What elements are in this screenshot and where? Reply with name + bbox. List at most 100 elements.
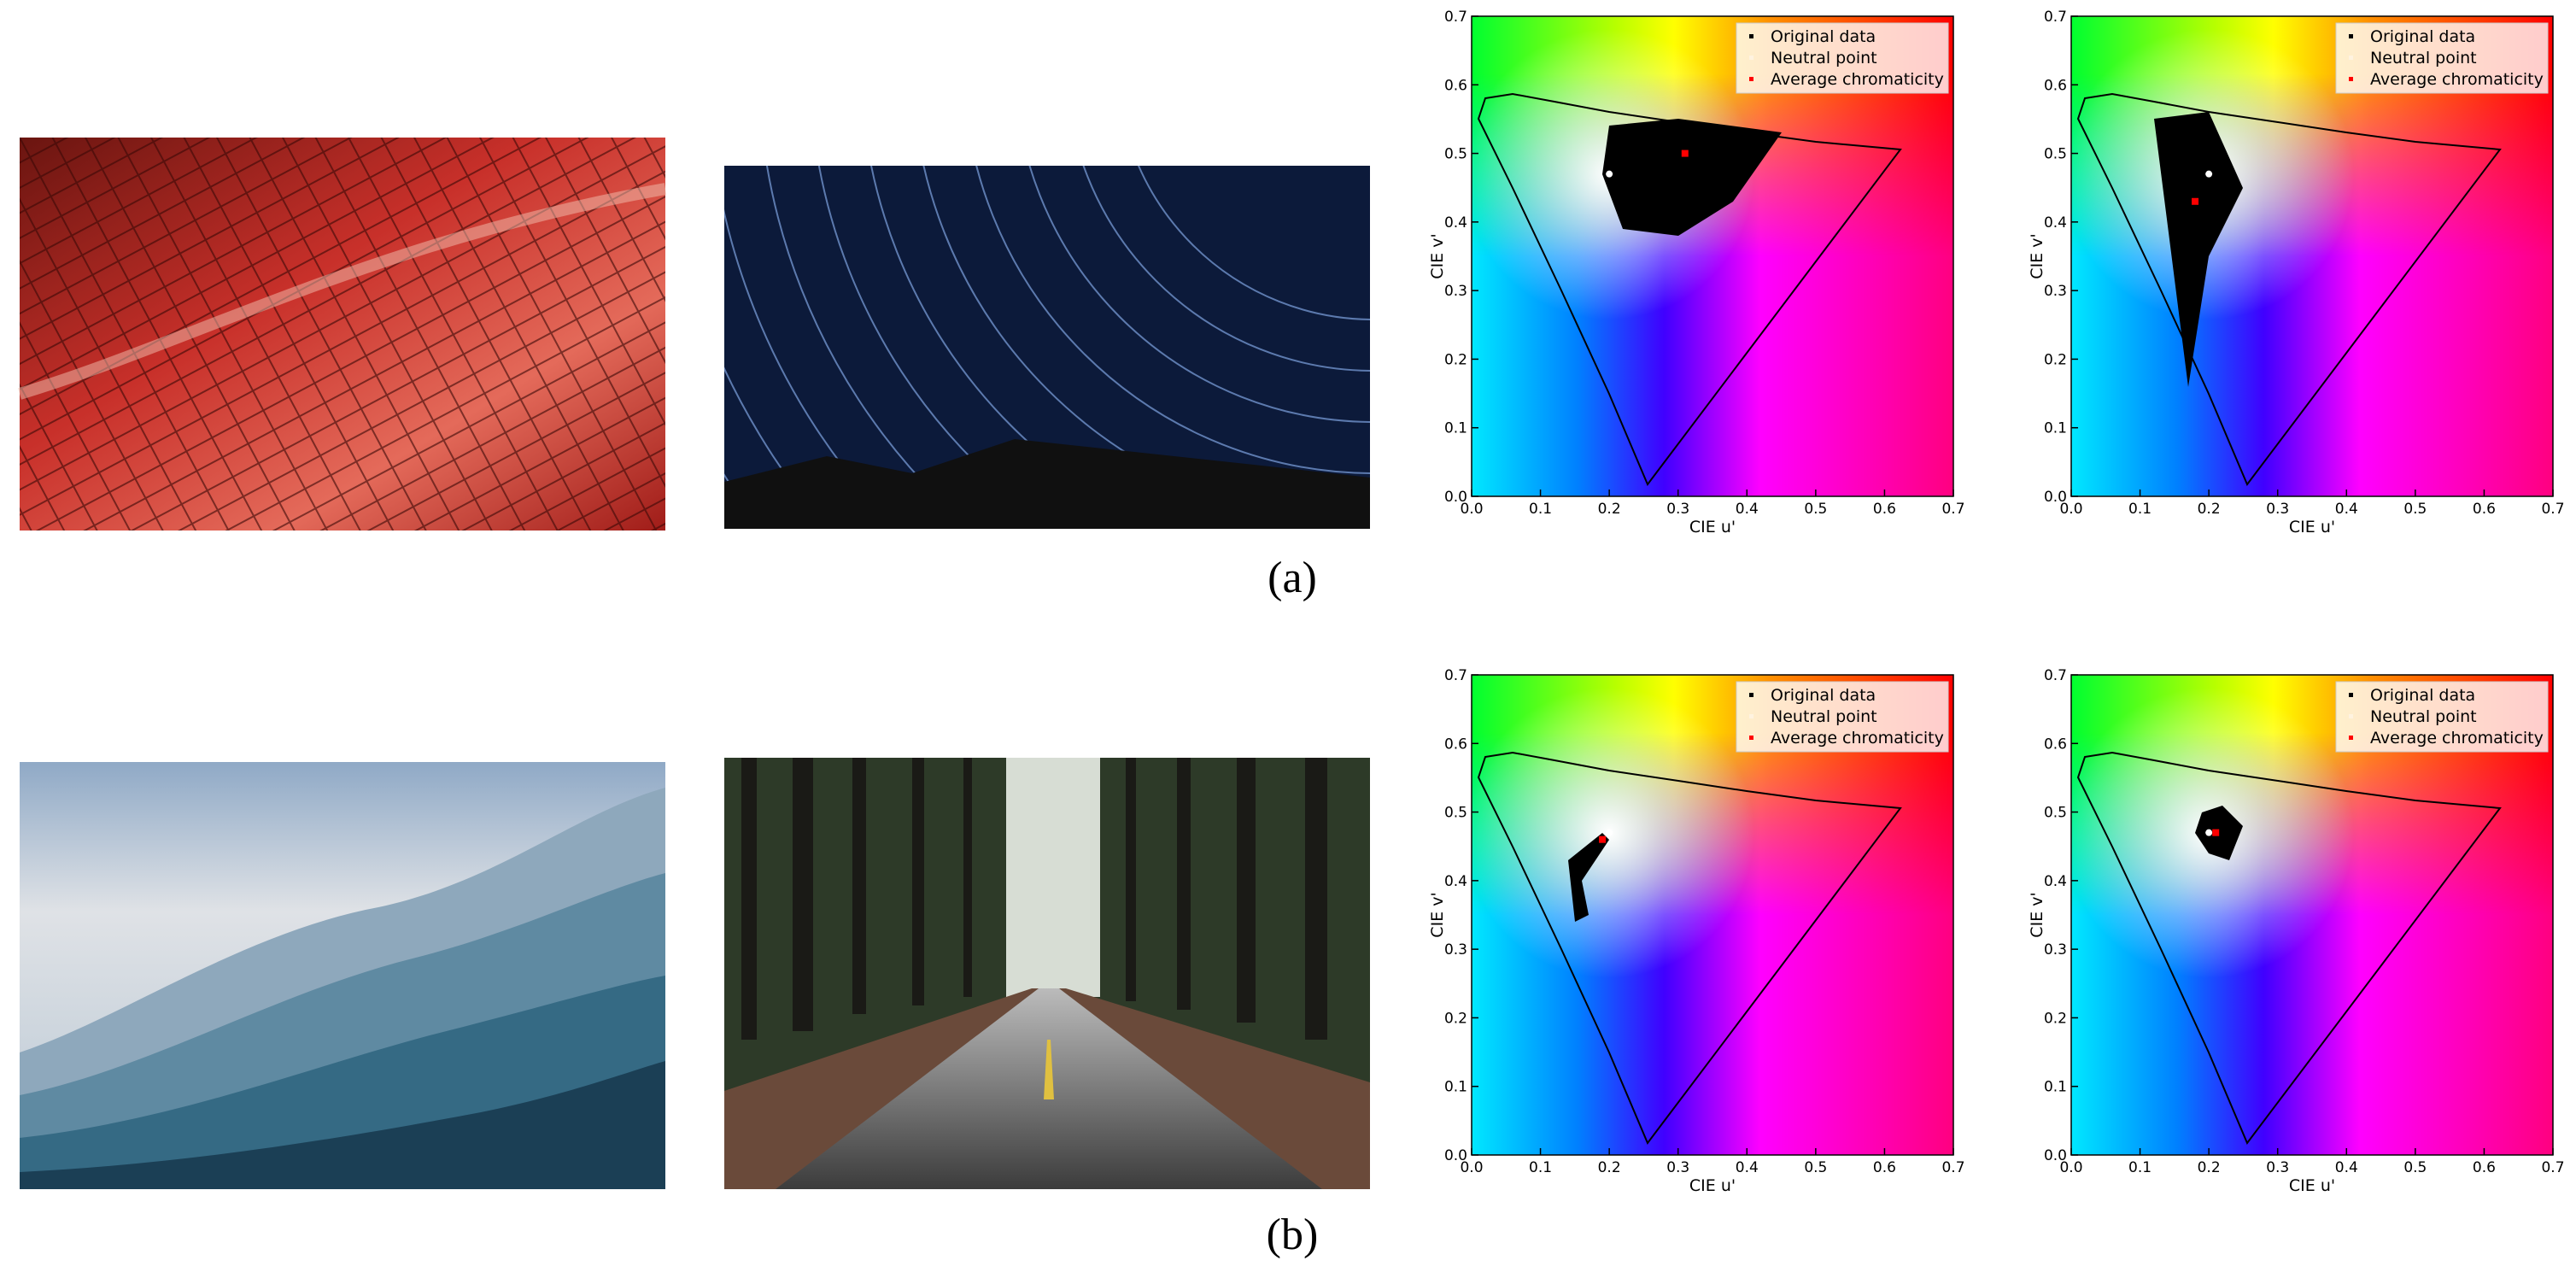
y-tick-label: 0.1: [1444, 420, 1467, 437]
average-chromaticity: [1681, 149, 1689, 157]
y-tick-label: 0.3: [2044, 283, 2067, 300]
legend-marker: [1749, 714, 1753, 718]
y-tick-label: 0.4: [1444, 214, 1467, 232]
photo-forest-road: [724, 758, 1370, 1189]
neutral-point: [1606, 170, 1613, 178]
x-tick-label: 0.3: [1666, 1159, 1689, 1176]
legend-label: Original data: [2370, 686, 2475, 705]
legend-label: Average chromaticity: [1771, 70, 1944, 89]
x-tick-label: 0.4: [1736, 1159, 1759, 1176]
legend-label: Neutral point: [1771, 707, 1877, 726]
x-tick-label: 0.3: [2266, 501, 2289, 518]
photo-red-tiles: [17, 138, 667, 531]
x-tick-label: 0.5: [1804, 501, 1827, 518]
x-tick-label: 0.0: [1460, 1159, 1483, 1176]
y-tick-label: 0.0: [2044, 489, 2067, 506]
plot: 0.0 0.1 0.2 0.3 0.4 0.5 0.6 0.7 0.0 0.1 0.2 0.3 0.4 0…: [1428, 667, 1965, 1195]
x-tick-label: 0.2: [2198, 1159, 2221, 1176]
x-tick-label: 0.5: [1804, 1159, 1827, 1176]
y-tick-label: 0.3: [1444, 283, 1467, 300]
legend-marker: [1749, 34, 1753, 38]
y-axis-label: CIE v': [1428, 892, 1447, 937]
y-tick-label: 0.6: [1444, 736, 1467, 753]
legend-marker: [2349, 736, 2353, 740]
legend-label: Neutral point: [2370, 49, 2477, 67]
average-chromaticity: [2192, 197, 2199, 205]
legend-box: [1736, 681, 1949, 753]
y-axis-label: CIE v': [1428, 233, 1447, 278]
legend-box: [2335, 22, 2549, 94]
plot: 0.0 0.1 0.2 0.3 0.4 0.5 0.6 0.7 0.0 0.1 0.2 0.3 0.4 0…: [1428, 9, 1965, 536]
legend-marker: [2349, 714, 2353, 718]
y-tick-label: 0.7: [2044, 667, 2067, 684]
x-tick-label: 0.2: [1598, 1159, 1621, 1176]
legend-label: Original data: [1771, 27, 1876, 46]
x-tick-label: 0.1: [2128, 501, 2152, 518]
y-tick-label: 0.1: [2044, 1079, 2067, 1096]
legend-marker: [2349, 693, 2353, 697]
y-tick-label: 0.4: [1444, 873, 1467, 890]
y-tick-label: 0.3: [2044, 941, 2067, 958]
legend-box: [2335, 681, 2549, 753]
y-tick-label: 0.4: [2044, 214, 2067, 232]
x-tick-label: 0.6: [2473, 1159, 2496, 1176]
x-tick-label: 0.1: [2128, 1159, 2152, 1176]
legend-label: Neutral point: [1771, 49, 1877, 67]
axes-frame: [1471, 15, 1954, 497]
neutral-point: [2205, 829, 2213, 836]
y-tick-label: 0.3: [1444, 941, 1467, 958]
x-tick-label: 0.3: [2266, 1159, 2289, 1176]
x-tick-label: 0.4: [2335, 501, 2358, 518]
y-tick-label: 0.0: [1444, 1147, 1467, 1164]
legend-label: Average chromaticity: [2370, 729, 2544, 747]
y-tick-label: 0.7: [1444, 9, 1467, 26]
y-tick-label: 0.2: [1444, 351, 1467, 368]
y-tick-label: 0.5: [2044, 146, 2067, 163]
legend-label: Neutral point: [2370, 707, 2477, 726]
x-tick-label: 0.6: [1873, 1159, 1896, 1176]
x-tick-label: 0.0: [2059, 501, 2082, 518]
y-axis-label: CIE v': [2028, 233, 2046, 278]
x-tick-label: 0.0: [2059, 1159, 2082, 1176]
y-tick-label: 0.1: [2044, 420, 2067, 437]
y-tick-label: 0.5: [1444, 805, 1467, 822]
y-tick-label: 0.2: [2044, 351, 2067, 368]
data-cloud: [2154, 112, 2243, 387]
x-tick-label: 0.3: [1666, 501, 1689, 518]
y-tick-label: 0.7: [2044, 9, 2067, 26]
legend-label: Original data: [2370, 27, 2475, 46]
x-tick-label: 0.5: [2403, 501, 2427, 518]
legend-label: Original data: [1771, 686, 1876, 705]
x-tick-label: 0.7: [1941, 501, 1964, 518]
x-axis-label: CIE u': [2289, 1176, 2335, 1195]
legend-marker: [2349, 77, 2353, 81]
y-tick-label: 0.0: [2044, 1147, 2067, 1164]
legend-box: [1736, 22, 1949, 94]
y-tick-label: 0.6: [1444, 77, 1467, 94]
data-cloud: [1568, 833, 1609, 922]
x-tick-label: 0.1: [1529, 501, 1552, 518]
y-tick-label: 0.0: [1444, 489, 1467, 506]
y-tick-label: 0.7: [1444, 667, 1467, 684]
y-tick-label: 0.5: [1444, 146, 1467, 163]
x-axis-label: CIE u': [1689, 1176, 1736, 1195]
x-tick-label: 0.5: [2403, 1159, 2427, 1176]
x-tick-label: 0.0: [1460, 501, 1483, 518]
y-tick-label: 0.2: [1444, 1010, 1467, 1027]
x-axis-label: CIE u': [2289, 518, 2335, 536]
x-axis-label: CIE u': [1689, 518, 1736, 536]
x-tick-label: 0.2: [1598, 501, 1621, 518]
legend-label: Average chromaticity: [1771, 729, 1944, 747]
axes-frame: [2070, 15, 2554, 497]
panel-label: (a): [1268, 554, 1317, 602]
y-tick-label: 0.2: [2044, 1010, 2067, 1027]
x-tick-label: 0.7: [2541, 501, 2564, 518]
photo-mountains: [20, 762, 665, 1189]
axes-frame: [1471, 674, 1954, 1156]
average-chromaticity: [2212, 829, 2220, 836]
legend-marker: [1749, 77, 1753, 81]
y-tick-label: 0.1: [1444, 1079, 1467, 1096]
x-tick-label: 0.4: [2335, 1159, 2358, 1176]
legend-marker: [1749, 736, 1753, 740]
